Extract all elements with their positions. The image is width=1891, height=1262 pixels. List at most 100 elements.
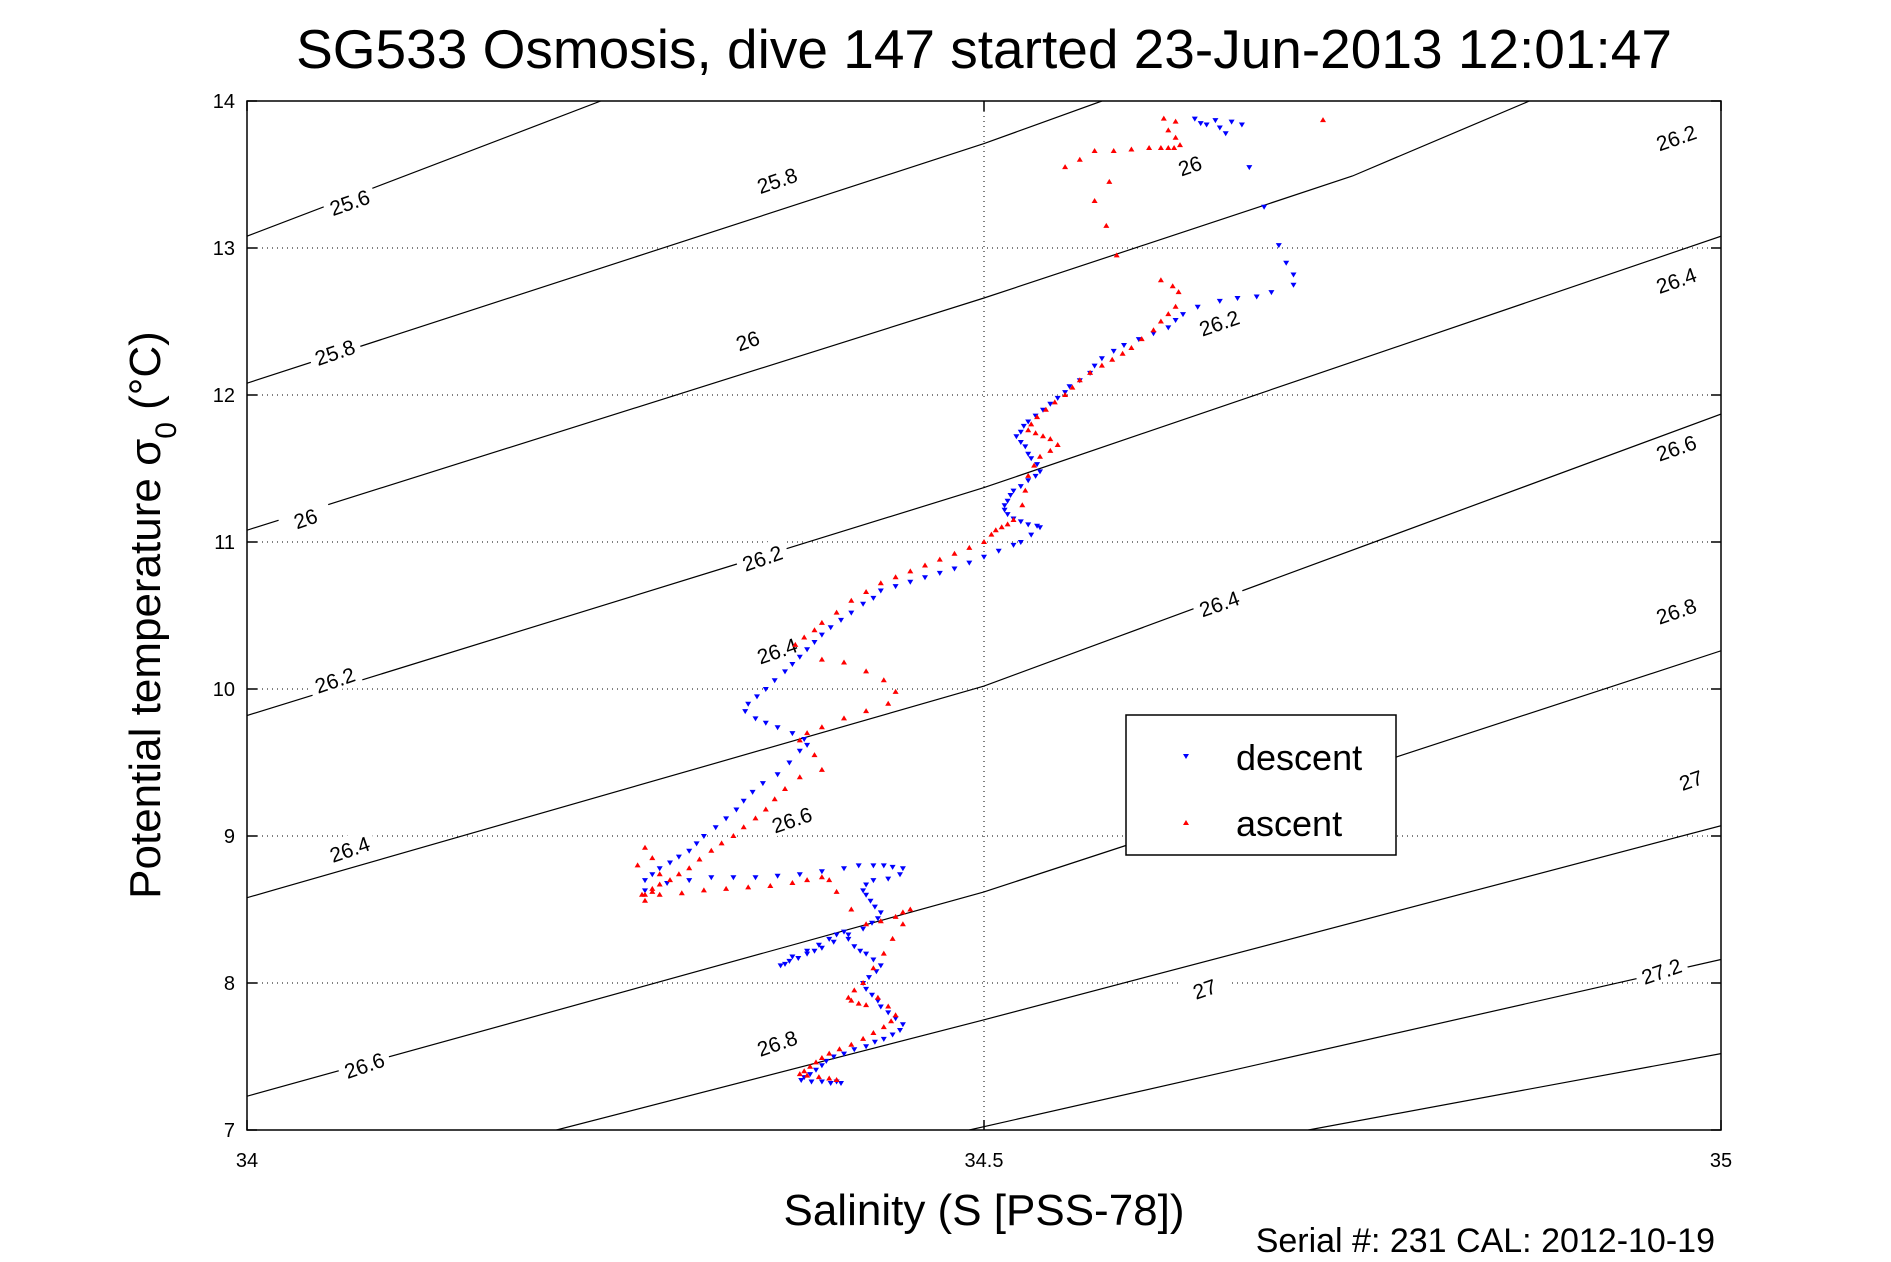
descent-point	[1203, 122, 1210, 128]
ascent-point	[796, 774, 803, 780]
legend-descent-marker	[1183, 754, 1189, 759]
descent-point	[885, 876, 892, 882]
descent-point	[642, 888, 648, 894]
ascent-point	[888, 1018, 895, 1024]
descent-point	[789, 731, 796, 737]
contour-label-bg	[1632, 950, 1690, 990]
contour-label-bg	[762, 798, 820, 839]
descent-point	[981, 554, 987, 560]
descent-point	[1275, 243, 1282, 249]
contour-line	[247, 650, 1721, 1097]
ascent-point	[1172, 118, 1179, 124]
descent-point	[1034, 462, 1041, 468]
descent-point	[851, 944, 858, 950]
ascent-point	[889, 935, 896, 941]
ascent-point	[848, 1041, 855, 1047]
descent-point	[1017, 440, 1024, 445]
descent-point	[774, 725, 781, 731]
descent-point	[867, 898, 874, 904]
descent-point	[863, 892, 870, 898]
ascent-point	[851, 987, 858, 993]
descent-point	[823, 1058, 830, 1064]
contour-line	[1308, 1053, 1721, 1130]
descent-point	[877, 588, 884, 594]
descent-point	[1013, 434, 1020, 440]
descent-point	[874, 916, 881, 922]
ascent-point	[1031, 462, 1038, 468]
ascent-point	[863, 708, 870, 714]
ascent-point	[841, 715, 847, 721]
ascent-point	[804, 730, 811, 736]
descent-point	[1037, 469, 1043, 475]
ascent-point	[1040, 433, 1046, 439]
descent-point	[841, 1051, 847, 1057]
ascent-point	[804, 1072, 811, 1078]
ascent-point	[813, 1059, 819, 1065]
descent-point	[804, 742, 811, 748]
descent-point	[686, 848, 693, 854]
contour-label-bg	[1190, 582, 1248, 623]
descent-point	[786, 760, 793, 766]
descent-point	[871, 1039, 878, 1045]
descent-point	[838, 617, 844, 623]
descent-point	[1228, 119, 1235, 125]
ascent-point	[811, 627, 818, 633]
descent-point	[1172, 318, 1179, 323]
ascent-point	[801, 634, 808, 640]
descent-point	[1268, 290, 1275, 296]
descent-point	[845, 936, 852, 942]
descent-point	[863, 882, 870, 888]
descent-point	[880, 863, 887, 869]
contour-line	[247, 101, 1530, 531]
descent-point	[874, 998, 881, 1004]
ascent-point	[833, 1077, 840, 1082]
descent-point	[804, 948, 811, 954]
ascent-point	[848, 997, 855, 1003]
ascent-point	[1076, 377, 1083, 383]
y-axis-label-sub: 0	[150, 422, 183, 439]
descent-point	[749, 789, 756, 795]
descent-point	[1150, 331, 1157, 337]
ascent-point	[1119, 350, 1126, 356]
y-tick-label: 7	[224, 1120, 235, 1142]
ascent-point	[981, 539, 987, 544]
descent-point	[1191, 116, 1198, 122]
contour-label-bg	[1647, 589, 1705, 630]
ascent-point	[796, 1071, 803, 1077]
descent-point	[869, 920, 875, 926]
descent-point	[752, 875, 759, 881]
plot-area	[247, 101, 1721, 1130]
descent-point	[789, 662, 796, 667]
descent-point	[818, 1079, 825, 1085]
ascent-point	[1087, 369, 1094, 375]
ascent-point	[855, 1000, 862, 1006]
descent-point	[1047, 401, 1054, 407]
descent-point	[811, 640, 818, 645]
descent-point	[1110, 348, 1117, 354]
y-axis-label: Potential temperature σ0 (°C)	[121, 331, 183, 899]
ascent-point	[1037, 453, 1043, 459]
contour-line	[969, 958, 1721, 1130]
descent-point	[897, 1028, 903, 1033]
descent-point	[1034, 523, 1041, 529]
descent-point	[782, 961, 788, 967]
ascent-point	[667, 877, 673, 883]
ascent-point	[1098, 362, 1105, 368]
descent-point	[899, 1022, 906, 1028]
descent-point	[774, 873, 781, 879]
descent-point	[1004, 498, 1011, 504]
ascent-point	[1172, 303, 1179, 309]
ascent-point	[951, 550, 958, 556]
descent-point	[1165, 325, 1172, 331]
ascent-point	[771, 796, 778, 802]
ascent-point	[789, 880, 796, 885]
descent-point	[830, 939, 837, 945]
contour-line	[247, 413, 1721, 899]
ascent-point	[1042, 406, 1049, 412]
descent-point	[1121, 343, 1127, 348]
descent-point	[649, 872, 656, 878]
descent-point	[1010, 488, 1017, 494]
contour-label-bg	[320, 828, 378, 868]
descent-point	[1212, 118, 1219, 124]
contour-label-bg	[1190, 301, 1248, 342]
